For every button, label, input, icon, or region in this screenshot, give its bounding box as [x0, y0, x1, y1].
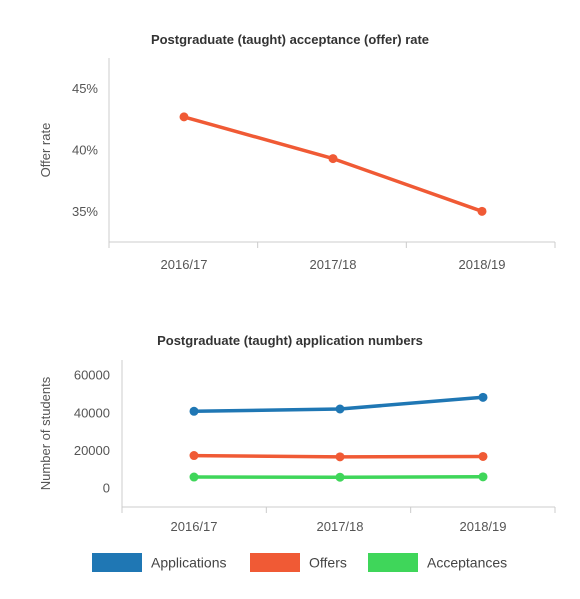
- data-point[interactable]: [328, 154, 338, 164]
- legend-swatch: [368, 553, 418, 572]
- y-tick-label: 45%: [72, 81, 98, 96]
- y-axis-label: Number of students: [38, 376, 53, 490]
- y-tick-label: 20000: [74, 443, 110, 458]
- data-point[interactable]: [335, 404, 345, 414]
- data-point[interactable]: [478, 472, 488, 482]
- chart-1: Postgraduate (taught) acceptance (offer)…: [38, 32, 556, 272]
- y-axis-label: Offer rate: [38, 123, 53, 178]
- y-tick-label: 35%: [72, 204, 98, 219]
- data-point[interactable]: [189, 472, 199, 482]
- legend-label: Applications: [151, 555, 227, 571]
- y-tick-label: 40%: [72, 143, 98, 158]
- data-point[interactable]: [478, 392, 488, 402]
- x-tick-label: 2018/19: [460, 519, 507, 534]
- legend-item-offers[interactable]: Offers: [250, 553, 347, 572]
- chart-title: Postgraduate (taught) application number…: [157, 333, 423, 348]
- y-tick-label: 60000: [74, 368, 110, 383]
- legend-swatch: [92, 553, 142, 572]
- legend-swatch: [250, 553, 300, 572]
- legend: Applications Offers Acceptances: [92, 553, 507, 572]
- data-point[interactable]: [189, 406, 199, 416]
- y-tick-label: 0: [103, 481, 110, 496]
- data-point[interactable]: [335, 452, 345, 462]
- x-tick-label: 2018/19: [459, 257, 506, 272]
- x-tick-label: 2017/18: [317, 519, 364, 534]
- series-line: [182, 115, 484, 214]
- legend-label: Acceptances: [427, 555, 507, 571]
- legend-item-acceptances[interactable]: Acceptances: [368, 553, 507, 572]
- x-tick-label: 2016/17: [161, 257, 208, 272]
- x-tick-label: 2017/18: [310, 257, 357, 272]
- chart-title: Postgraduate (taught) acceptance (offer)…: [151, 32, 429, 47]
- legend-item-applications[interactable]: Applications: [92, 553, 227, 572]
- x-tick-label: 2016/17: [171, 519, 218, 534]
- chart-2: Postgraduate (taught) application number…: [38, 333, 556, 572]
- data-point[interactable]: [179, 112, 189, 122]
- y-tick-label: 40000: [74, 405, 110, 420]
- data-point[interactable]: [478, 451, 488, 461]
- legend-label: Offers: [309, 555, 347, 571]
- data-point[interactable]: [335, 472, 345, 482]
- data-point[interactable]: [189, 451, 199, 461]
- data-point[interactable]: [477, 206, 487, 216]
